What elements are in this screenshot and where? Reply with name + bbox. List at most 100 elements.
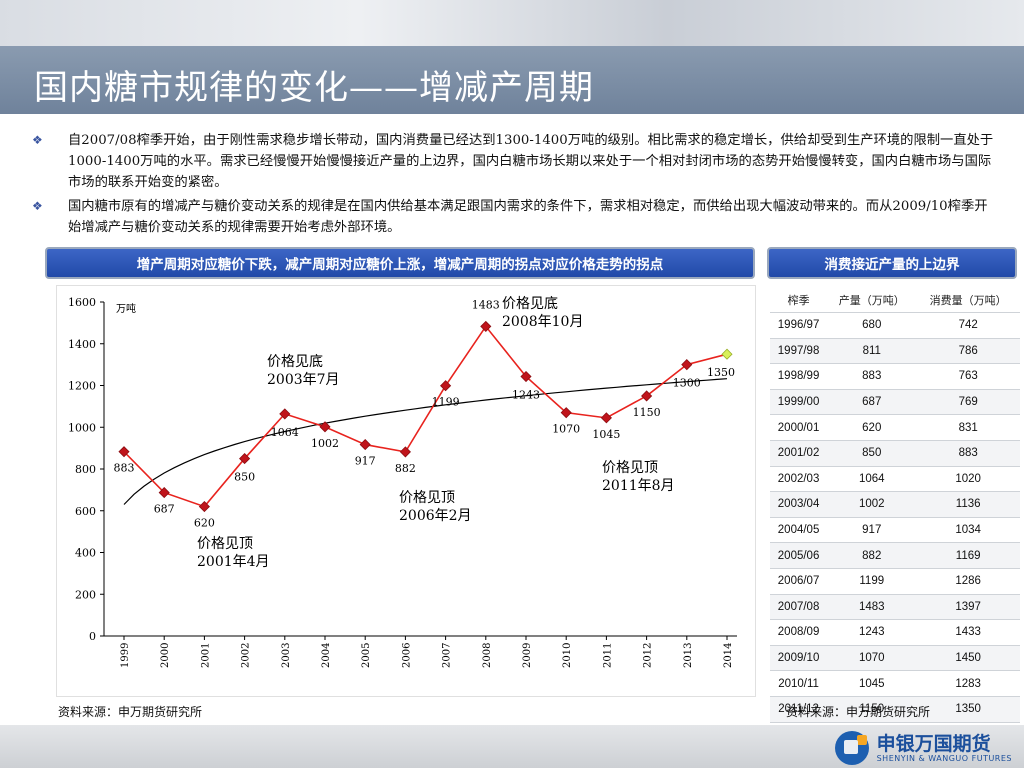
data-point bbox=[721, 348, 733, 360]
table-cell: 831 bbox=[916, 414, 1020, 441]
data-label: 1243 bbox=[512, 389, 540, 402]
logo-name-cn: 申银万国期货 bbox=[876, 732, 991, 755]
table-cell: 1045 bbox=[827, 670, 917, 697]
table-cell: 763 bbox=[916, 363, 1020, 390]
table-header-row: 榨季 产量（万吨） 消费量（万吨） bbox=[770, 288, 1020, 313]
x-tick-label: 2012 bbox=[643, 643, 654, 668]
x-tick-label: 1999 bbox=[120, 643, 131, 668]
table-cell: 2010/11 bbox=[770, 670, 828, 697]
data-point bbox=[480, 320, 492, 332]
data-label: 620 bbox=[194, 517, 215, 530]
data-point bbox=[520, 370, 532, 383]
table-cell: 2003/04 bbox=[770, 491, 828, 518]
table-row: 2004/05 917 1034 bbox=[770, 516, 1020, 543]
data-label: 1483 bbox=[472, 298, 500, 311]
table-row: 2010/11 1045 1283 bbox=[770, 670, 1020, 697]
table-row: 2007/08 1483 1397 bbox=[770, 593, 1020, 620]
data-point bbox=[319, 421, 331, 433]
x-tick-label: 2010 bbox=[562, 643, 573, 668]
y-tick-label: 1400 bbox=[68, 338, 96, 351]
chart-annotation: 2003年7月 bbox=[267, 372, 340, 388]
logo-icon bbox=[834, 731, 869, 765]
x-tick-label: 2004 bbox=[321, 643, 332, 668]
table-row: 2005/06 882 1169 bbox=[770, 542, 1020, 569]
table-row: 2006/07 1199 1286 bbox=[770, 567, 1020, 595]
table-header-cell: 榨季 bbox=[787, 294, 810, 307]
table-cell: 1996/97 bbox=[770, 312, 828, 339]
bullet-text: 自2007/08榨季开始，由于刚性需求稳步增长带动，国内消费量已经达到1300-… bbox=[68, 133, 994, 190]
data-label: 1350 bbox=[707, 366, 735, 379]
y-tick-label: 200 bbox=[75, 588, 96, 601]
table-cell: 1064 bbox=[827, 465, 917, 492]
table-cell: 1150 bbox=[827, 695, 917, 722]
table-row: 2002/03 1064 1020 bbox=[770, 465, 1020, 492]
data-label: 1045 bbox=[592, 428, 620, 441]
x-tick-label: 2009 bbox=[522, 643, 533, 668]
chart-annotation: 价格见底 bbox=[502, 296, 558, 312]
data-point bbox=[641, 390, 653, 402]
table-cell: 1483 bbox=[827, 593, 917, 620]
data-point bbox=[239, 452, 251, 465]
y-tick-label: 0 bbox=[89, 630, 96, 643]
data-point bbox=[681, 359, 693, 371]
series-line bbox=[123, 325, 728, 508]
x-tick-label: 2003 bbox=[281, 643, 292, 668]
x-tick-label: 2011 bbox=[602, 643, 613, 668]
table-cell: 1350 bbox=[916, 695, 1020, 722]
x-tick-label: 2001 bbox=[200, 643, 211, 668]
x-tick-label: 2008 bbox=[482, 643, 493, 668]
table-cell: 2009/10 bbox=[770, 644, 828, 671]
chart-annotation: 2008年10月 bbox=[502, 314, 583, 330]
table-cell: 2002/03 bbox=[770, 465, 828, 492]
table-cell: 811 bbox=[827, 337, 917, 364]
table-cell: 1002 bbox=[827, 491, 917, 518]
table-cell: 1998/99 bbox=[770, 363, 828, 390]
chart-annotation: 2011年8月 bbox=[602, 478, 675, 494]
table-row: 2000/01 620 831 bbox=[770, 414, 1020, 441]
table-cell: 2007/08 bbox=[770, 593, 828, 620]
data-point bbox=[198, 501, 210, 513]
table-cell: 1070 bbox=[827, 644, 917, 671]
table-row: 2003/04 1002 1136 bbox=[770, 491, 1020, 518]
table-row: 1996/97 680 742 bbox=[770, 312, 1020, 339]
table-cell: 1136 bbox=[916, 491, 1020, 518]
top-banner-image bbox=[0, 0, 1024, 46]
table-header-cell: 产量（万吨） bbox=[838, 294, 905, 307]
table-row: 1998/99 883 763 bbox=[770, 363, 1020, 390]
table-cell: 769 bbox=[916, 388, 1020, 415]
table-cell: 2000/01 bbox=[770, 414, 828, 441]
table-cell: 680 bbox=[827, 312, 917, 339]
bullet-item: ❖ 自2007/08榨季开始，由于刚性需求稳步增长带动，国内消费量已经达到130… bbox=[30, 130, 996, 193]
table-row: 2001/02 850 883 bbox=[770, 439, 1020, 467]
title-bar: 国内糖市规律的变化——增减产周期 bbox=[0, 46, 1024, 114]
x-tick-label: 2014 bbox=[723, 643, 734, 668]
data-point bbox=[399, 446, 411, 458]
table-cell: 2008/09 bbox=[770, 619, 828, 646]
chart-annotation: 价格见顶 bbox=[399, 490, 455, 506]
data-point bbox=[118, 446, 130, 458]
y-tick-label: 800 bbox=[75, 463, 96, 476]
chart-annotation: 价格见底 bbox=[267, 354, 323, 370]
data-label: 1300 bbox=[673, 377, 701, 390]
table-row: 1999/00 687 769 bbox=[770, 388, 1020, 415]
table-row: 2011/12 1150 1350 bbox=[770, 695, 1020, 722]
data-point bbox=[560, 407, 572, 419]
chart-annotation: 价格见顶 bbox=[602, 460, 658, 476]
table-row: 1997/98 811 786 bbox=[770, 337, 1020, 364]
x-tick-label: 2002 bbox=[241, 643, 252, 668]
chart-annotation: 价格见顶 bbox=[197, 536, 253, 552]
table-cell: 2005/06 bbox=[770, 542, 828, 569]
data-point bbox=[600, 412, 612, 424]
y-tick-label: 1600 bbox=[68, 296, 96, 309]
table-cell: 2006/07 bbox=[770, 567, 828, 595]
table-cell: 687 bbox=[827, 388, 917, 415]
table-cell: 1286 bbox=[916, 567, 1020, 595]
table-cell: 1999/00 bbox=[770, 388, 828, 415]
page-title: 国内糖市规律的变化——增减产周期 bbox=[34, 68, 594, 108]
footer-bar: 申银万国期货 SHENYIN & WANGUO FUTURES bbox=[0, 725, 1024, 768]
table-cell: 1450 bbox=[916, 644, 1020, 671]
chart-annotation: 2006年2月 bbox=[399, 508, 472, 524]
table-row: 2009/10 1070 1450 bbox=[770, 644, 1020, 671]
line-chart: 0 200 400 600 800 1000 1200 1400 1600 万吨 1999 2000 2… bbox=[56, 285, 756, 697]
diamond-bullet-icon: ❖ bbox=[32, 199, 43, 213]
